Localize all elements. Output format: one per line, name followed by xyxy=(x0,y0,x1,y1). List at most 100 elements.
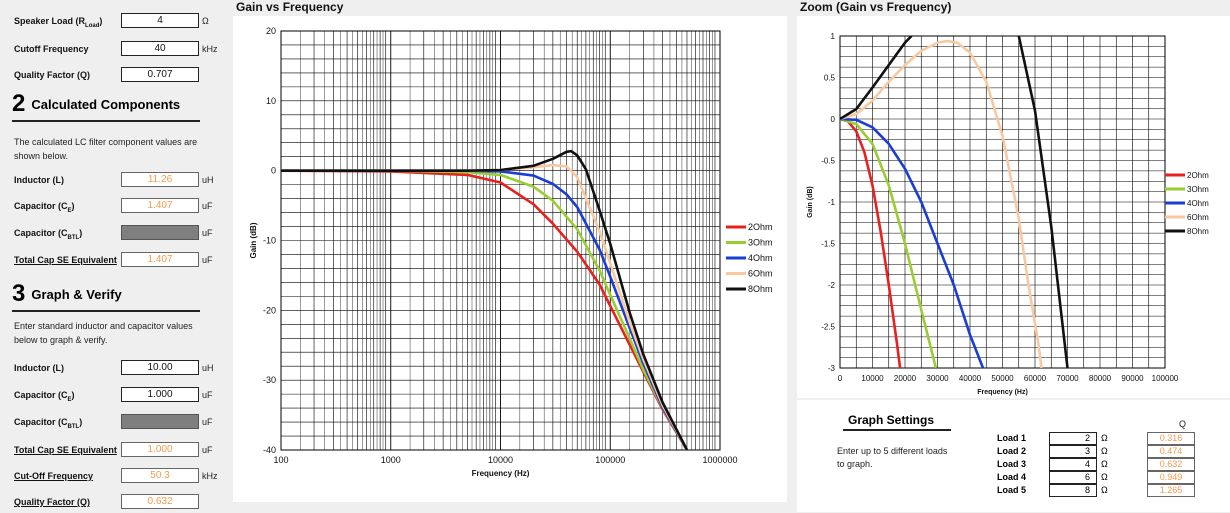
y-tick-label: -2.5 xyxy=(821,323,835,332)
verify-capacitor-cbtl-unit: uF xyxy=(202,417,213,427)
y-tick-label: 0 xyxy=(271,166,276,176)
legend-label: 2Ohm xyxy=(748,222,773,232)
series-line-4ohm xyxy=(840,117,985,368)
load-q-value: 0.632 xyxy=(1147,458,1195,471)
x-tick-label: 10000 xyxy=(488,455,513,465)
quality-factor-label: Quality Factor (Q) xyxy=(14,70,91,80)
section-3-divider xyxy=(12,310,200,312)
load-unit: Ω xyxy=(1101,446,1108,456)
load-q-value: 0.474 xyxy=(1147,445,1195,458)
y-tick-label: -20 xyxy=(263,305,276,315)
legend-label: 8Ohm xyxy=(1187,227,1209,236)
verify-capacitor-ce-input[interactable]: 1.000 xyxy=(121,387,199,402)
calc-total-cap-row: Total Cap SE Equivalent 1.407 uF xyxy=(14,251,224,271)
section-3-description: Enter standard inductor and capacitor va… xyxy=(14,321,193,345)
series-line-6ohm xyxy=(840,39,1043,368)
verify-capacitor-cbtl-input[interactable] xyxy=(121,414,199,429)
x-tick-label: 30000 xyxy=(926,374,949,383)
load-value-input[interactable]: 8 xyxy=(1049,484,1097,497)
x-tick-label: 100000 xyxy=(595,455,625,465)
verify-qfactor-value: 0.632 xyxy=(121,494,199,509)
verify-inductor-row: Inductor (L) 10.00 uH xyxy=(14,359,224,379)
cutoff-frequency-row: Cutoff Frequency 40 kHz xyxy=(14,40,224,60)
cutoff-frequency-label: Cutoff Frequency xyxy=(14,44,89,54)
load-value-input[interactable]: 2 xyxy=(1049,432,1097,445)
calc-capacitor-cbtl-unit: uF xyxy=(202,228,213,238)
x-tick-label: 80000 xyxy=(1089,374,1112,383)
speaker-load-label: Speaker Load (RLoad) xyxy=(14,16,103,29)
legend-label: 8Ohm xyxy=(748,284,773,294)
load-label: Load 4 xyxy=(997,472,1027,482)
load-row: Load 3 4 Ω 0.632 xyxy=(997,458,1227,471)
x-tick-label: 40000 xyxy=(959,374,982,383)
y-axis-label: Gain (dB) xyxy=(807,186,814,218)
load-value-input[interactable]: 4 xyxy=(1049,458,1097,471)
main-chart-panel: 20 10 0 -10 -20 -30 -40 100 1000 10000 100000 10000… xyxy=(233,16,787,502)
y-tick-label: -30 xyxy=(263,375,276,385)
load-unit: Ω xyxy=(1101,459,1108,469)
calc-capacitor-ce-value: 1.407 xyxy=(121,198,199,213)
x-tick-label: 100 xyxy=(273,455,288,465)
verify-cutoff-label: Cut-Off Frequency xyxy=(14,471,94,481)
graph-settings-title: Graph Settings xyxy=(848,413,935,427)
series-line-8ohm xyxy=(840,36,913,121)
load-unit: Ω xyxy=(1101,472,1108,482)
verify-cutoff-value: 50.3 xyxy=(121,468,199,483)
legend-label: 4Ohm xyxy=(1187,199,1209,208)
load-label: Load 5 xyxy=(997,485,1027,495)
series-line-3ohm xyxy=(840,117,938,368)
y-tick-label: 0.5 xyxy=(824,74,836,83)
y-tick-label: 20 xyxy=(266,26,276,36)
calc-total-cap-value: 1.407 xyxy=(121,252,199,267)
calc-total-cap-unit: uF xyxy=(202,255,213,265)
legend-label: 2Ohm xyxy=(1187,171,1209,180)
verify-cutoff-unit: kHz xyxy=(202,471,218,481)
calc-inductor-label: Inductor (L) xyxy=(14,175,64,185)
legend-label: 4Ohm xyxy=(748,253,773,263)
load-label: Load 1 xyxy=(997,433,1027,443)
x-axis-label: Frequency (Hz) xyxy=(472,469,530,478)
verify-capacitor-ce-unit: uF xyxy=(202,390,213,400)
cutoff-frequency-input[interactable]: 40 xyxy=(121,41,199,56)
y-tick-label: -2 xyxy=(828,281,836,290)
graph-settings-description: Enter up to 5 different loads to graph. xyxy=(837,446,948,469)
x-tick-label: 60000 xyxy=(1024,374,1047,383)
verify-total-cap-row: Total Cap SE Equivalent 1.000 uF xyxy=(14,441,224,461)
load-unit: Ω xyxy=(1101,433,1108,443)
load-q-value: 0.949 xyxy=(1147,471,1195,484)
speaker-load-input[interactable]: 4 xyxy=(121,13,199,28)
verify-inductor-input[interactable]: 10.00 xyxy=(121,360,199,375)
calc-total-cap-label: Total Cap SE Equivalent xyxy=(14,255,117,265)
section-3-header: 3 Graph & Verify xyxy=(12,280,200,312)
load-row: Load 2 3 Ω 0.474 xyxy=(997,445,1227,458)
left-panel: Speaker Load (RLoad) 4 Ω Cutoff Frequenc… xyxy=(0,0,228,512)
calc-capacitor-cbtl-row: Capacitor (CBTL) uF xyxy=(14,224,224,244)
graph-settings-divider xyxy=(843,429,951,431)
verify-qfactor-row: Quality Factor (Q) 0.632 xyxy=(14,493,224,513)
verify-qfactor-label: Quality Factor (Q) xyxy=(14,497,91,507)
section-2-header: 2 Calculated Components xyxy=(12,90,200,122)
quality-factor-input[interactable]: 0.707 xyxy=(121,67,199,82)
y-tick-label: -3 xyxy=(828,364,836,373)
y-axis-label: Gain (dB) xyxy=(249,222,258,258)
calc-capacitor-ce-unit: uF xyxy=(202,201,213,211)
calc-capacitor-ce-label: Capacitor (CE) xyxy=(14,201,75,214)
load-value-input[interactable]: 3 xyxy=(1049,445,1097,458)
series-line-8ohm xyxy=(1017,36,1069,368)
verify-total-cap-label: Total Cap SE Equivalent xyxy=(14,445,117,455)
y-tick-label: 10 xyxy=(266,96,276,106)
legend-label: 3Ohm xyxy=(748,238,773,248)
legend-label: 6Ohm xyxy=(748,269,773,279)
y-tick-label: -0.5 xyxy=(821,157,835,166)
main-chart-title: Gain vs Frequency xyxy=(236,0,344,14)
calc-inductor-value: 11.26 xyxy=(121,172,199,187)
x-tick-label: 1000 xyxy=(381,455,401,465)
verify-capacitor-ce-label: Capacitor (CE) xyxy=(14,390,75,403)
section-2-divider xyxy=(12,120,200,122)
load-value-input[interactable]: 6 xyxy=(1049,471,1097,484)
section-3-number: 3 xyxy=(12,280,26,307)
load-label: Load 2 xyxy=(997,446,1027,456)
zoom-chart: 10.50-0.5-1-1.5-2-2.5-30 10000 20000 30000 4… xyxy=(807,32,1209,396)
y-tick-label: 1 xyxy=(831,32,836,41)
